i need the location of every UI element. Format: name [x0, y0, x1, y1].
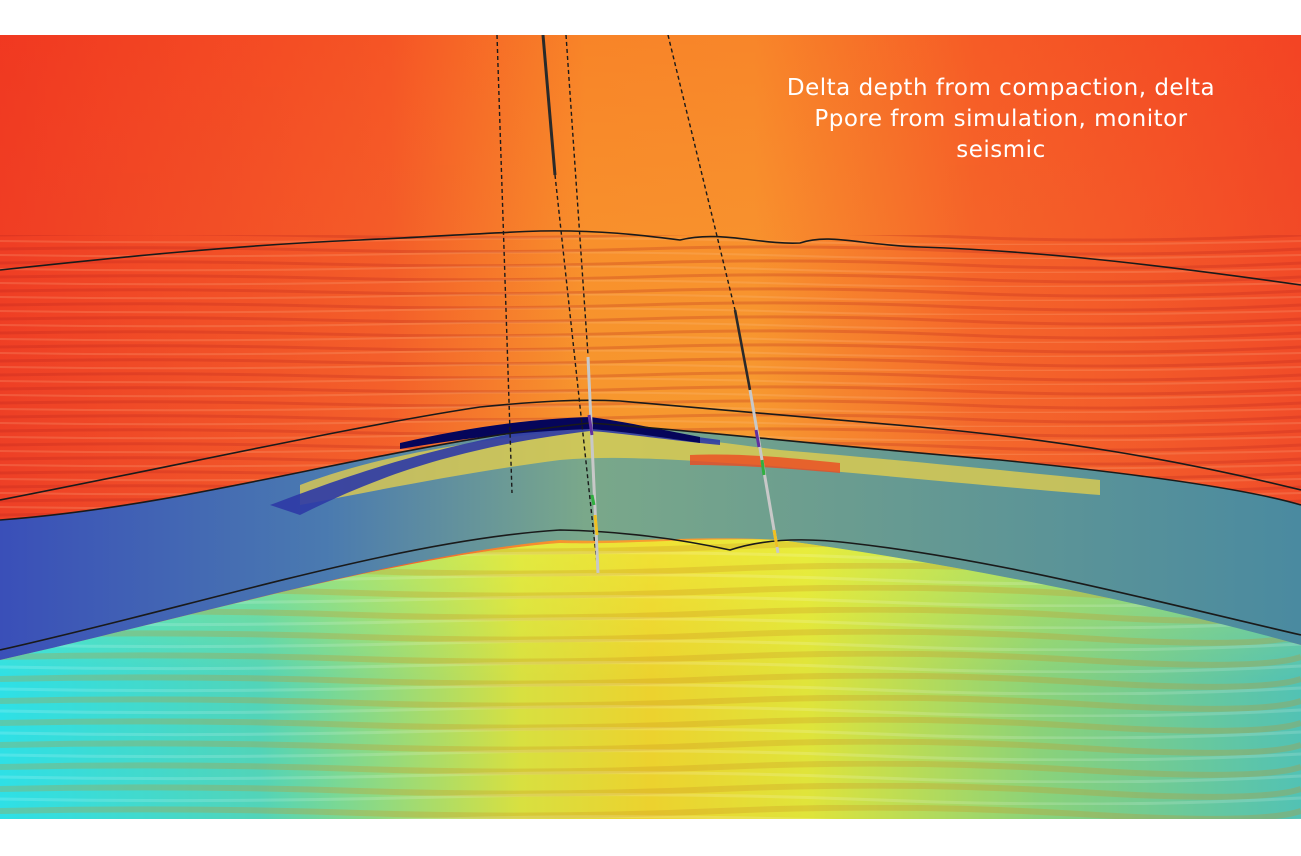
reservoir-top-horizon — [0, 399, 1301, 501]
figure-caption: Delta depth from compaction, delta Ppore… — [741, 73, 1261, 166]
well-1 — [496, 35, 513, 494]
top-horizon — [0, 230, 1301, 286]
deep-horizon — [0, 529, 1301, 651]
seismic-section — [0, 35, 1301, 819]
caption-line-1: Delta depth from compaction, delta — [786, 75, 1216, 101]
reservoir-top-blue-band — [270, 420, 720, 515]
well-4 — [667, 35, 736, 311]
reservoir-base-horizon — [0, 422, 1301, 521]
caption-line-2: Ppore from simulation, monitor — [814, 106, 1188, 132]
caption-line-3: seismic — [956, 137, 1046, 163]
seismic-view: Delta depth from compaction, delta Ppore… — [0, 35, 1301, 819]
well-3 — [565, 35, 589, 356]
well-2 — [541, 35, 557, 176]
